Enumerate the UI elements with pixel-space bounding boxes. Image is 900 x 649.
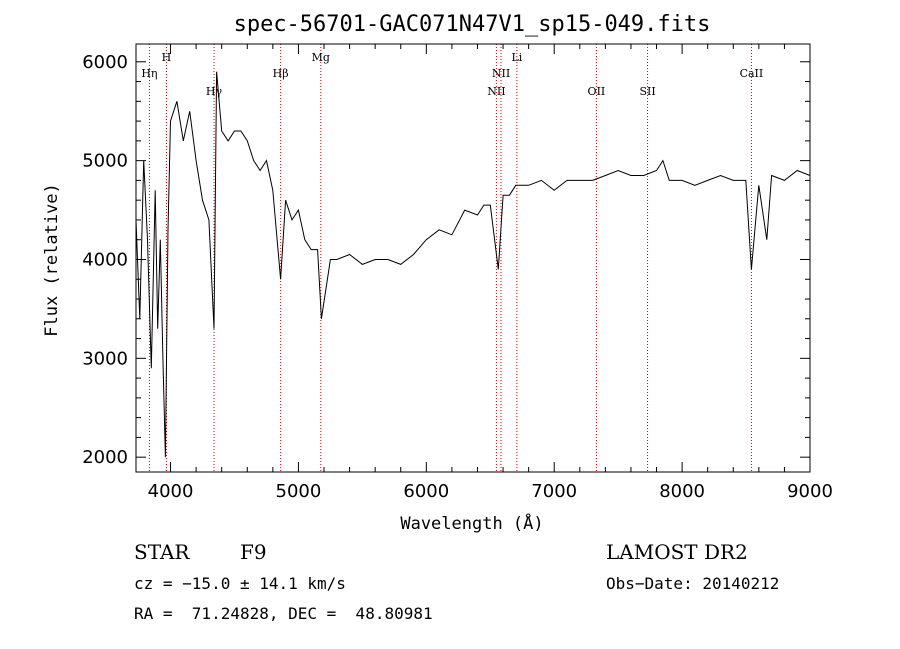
chart-title: spec-56701-GAC071N47V1_sp15-049.fits [234,12,711,37]
y-tick-label-3: 5000 [82,151,128,172]
object-class: STAR [134,540,190,564]
spectrum-series-line [135,71,811,458]
coordinates-readout: RA = 71.24828, DEC = 48.80981 [134,604,433,623]
y-tick-label-4: 6000 [82,52,128,73]
line-marker-label-2: Hγ [206,85,223,98]
survey-name: LAMOST DR2 [606,540,748,564]
line-marker-label-9: SII [639,85,655,98]
observation-date: Obs−Date: 20140212 [606,574,780,593]
line-marker-label-3: Hβ [273,67,289,80]
x-axis-label: Wavelength (Å) [400,512,543,534]
x-tick-label-3: 7000 [531,481,577,502]
x-axis-ticks: 4000 5000 6000 7000 8000 9000 [148,44,833,502]
line-marker-label-10: CaII [740,67,764,80]
y-tick-label-1: 3000 [82,348,128,369]
x-tick-label-4: 8000 [659,481,705,502]
line-marker-label-5: NII [487,85,505,98]
x-tick-label-1: 5000 [276,481,322,502]
line-marker-label-0: Hη [141,67,157,80]
y-axis-label: Flux (relative) [42,183,62,337]
x-tick-label-2: 6000 [403,481,449,502]
line-marker-label-6: NII [492,67,510,80]
x-tick-label-0: 4000 [148,481,194,502]
line-marker-label-1: H [162,51,172,64]
plot-frame [135,43,811,473]
x-tick-label-5: 9000 [787,481,833,502]
object-subclass: F9 [240,540,267,564]
line-marker-label-7: Li [511,51,522,64]
line-marker-label-4: Mg [312,51,330,64]
y-axis-ticks: 2000 3000 4000 5000 6000 [82,52,810,468]
y-tick-label-2: 4000 [82,249,128,270]
redshift-readout: cz = −15.0 ± 14.1 km/s [134,574,346,593]
y-tick-label-0: 2000 [82,447,128,468]
line-marker-label-8: OII [588,85,606,98]
